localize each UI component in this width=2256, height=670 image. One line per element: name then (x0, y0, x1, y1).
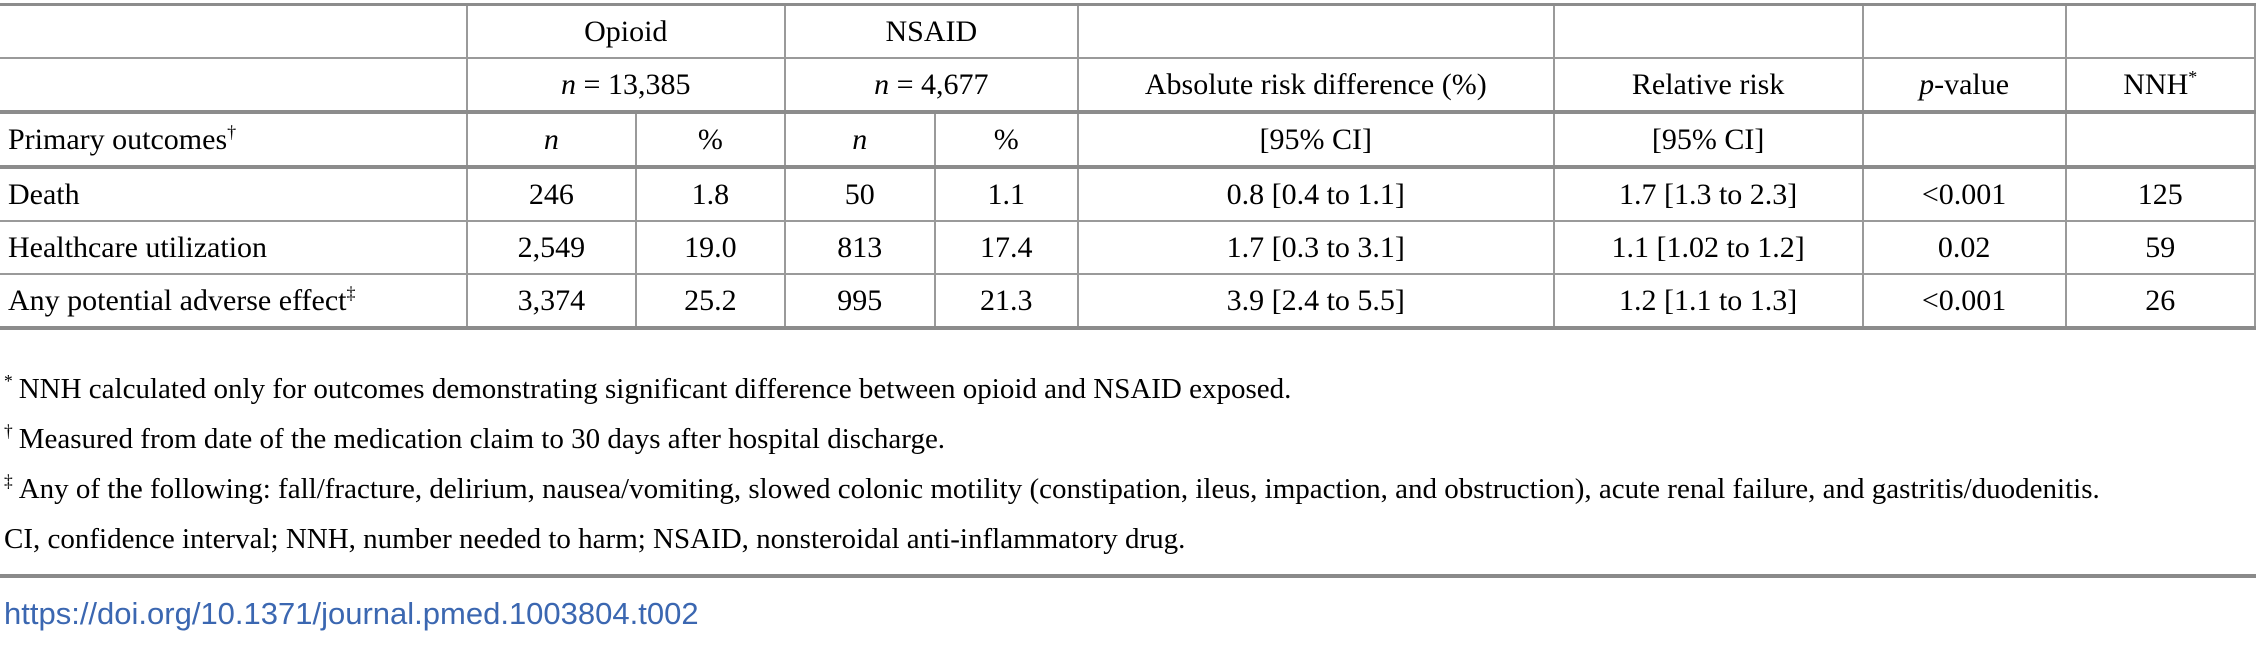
nnh-cell: 59 (2064, 220, 2256, 275)
footnote-marker: * (4, 371, 13, 392)
footnote-adverse-effects: ‡ Any of the following: fall/fracture, de… (4, 464, 2256, 514)
paper-table-figure: Opioid NSAID n = 13,385 n = 4,677 Absolu… (0, 3, 2256, 632)
n-symbol: n (874, 67, 890, 101)
opioid-n-cell: 3,374 (465, 273, 637, 330)
abs-risk-diff-cell: 1.7 [0.3 to 3.1] (1076, 220, 1555, 275)
table-row-death: Death 246 1.8 50 1.1 0.8 [0.4 to 1.1] 1.… (0, 166, 2256, 222)
opioid-n-cell: 2,549 (465, 220, 637, 275)
nsaid-n-value: = 4,677 (889, 67, 989, 101)
outcome-cell: Healthcare utilization (0, 220, 468, 275)
footnote-text: CI, confidence interval; NNH, number nee… (4, 523, 1186, 555)
opioid-sample-size: n = 13,385 (465, 57, 786, 114)
outcomes-table: Opioid NSAID n = 13,385 n = 4,677 Absolu… (0, 3, 2256, 330)
nnh-cell: 125 (2064, 166, 2256, 222)
footnote-text: NNH calculated only for outcomes demonst… (18, 373, 1292, 405)
nsaid-pct-cell: 21.3 (933, 273, 1079, 330)
footnotes-block: * NNH calculated only for outcomes demons… (0, 364, 2256, 564)
outcome-cell: Death (0, 166, 468, 222)
footnote-marker: ‡ (4, 471, 13, 492)
empty-cell (2064, 111, 2256, 169)
col-header-opioid-n: n (465, 111, 637, 169)
opioid-n-value: = 13,385 (576, 67, 691, 101)
col-header-opioid-pct: % (634, 111, 786, 169)
nsaid-n-cell: 995 (783, 273, 936, 330)
col-header-abs-ci: [95% CI] (1076, 111, 1555, 169)
nsaid-n-cell: 50 (783, 166, 936, 222)
outcome-cell: Any potential adverse effect‡ (0, 273, 468, 330)
opioid-pct-cell: 19.0 (634, 220, 786, 275)
primary-outcomes-footnote-marker: † (227, 121, 237, 142)
empty-cell (1552, 3, 1864, 59)
opioid-n-cell: 246 (465, 166, 637, 222)
table-row-healthcare-utilization: Healthcare utilization 2,549 19.0 813 17… (0, 220, 2256, 275)
relative-risk-cell: 1.2 [1.1 to 1.3] (1552, 273, 1864, 330)
col-header-nsaid-n: n (783, 111, 936, 169)
col-header-nsaid-pct: % (933, 111, 1079, 169)
empty-cell (0, 3, 468, 59)
p-value-cell: 0.02 (1861, 220, 2067, 275)
primary-outcomes-label: Primary outcomes (8, 122, 228, 156)
nnh-label: NNH (2123, 67, 2189, 101)
footnote-text: Any of the following: fall/fracture, del… (18, 473, 2100, 505)
outcome-label: Any potential adverse effect (8, 283, 347, 317)
empty-cell (1861, 3, 2067, 59)
col-header-relative-risk: Relative risk (1552, 57, 1864, 114)
outcome-label: Death (8, 177, 80, 211)
abs-risk-diff-cell: 3.9 [2.4 to 5.5] (1076, 273, 1555, 330)
header-row-counts: n = 13,385 n = 4,677 Absolute risk diffe… (0, 57, 2256, 114)
col-header-rel-ci: [95% CI] (1552, 111, 1864, 169)
p-value-rest: -value (1934, 67, 2010, 101)
nnh-footnote-marker: * (2188, 66, 2198, 87)
col-header-abs-risk-diff: Absolute risk difference (%) (1076, 57, 1555, 114)
footnote-text: Measured from date of the medication cla… (18, 423, 946, 455)
n-symbol: n (561, 67, 577, 101)
empty-cell (0, 57, 468, 114)
bottom-divider (0, 574, 2256, 578)
col-header-p-value: p-value (1861, 57, 2067, 114)
header-row-groups: Opioid NSAID (0, 3, 2256, 59)
empty-cell (2064, 3, 2256, 59)
outcome-footnote-marker: ‡ (346, 282, 356, 303)
relative-risk-cell: 1.7 [1.3 to 2.3] (1552, 166, 1864, 222)
p-value-cell: <0.001 (1861, 273, 2067, 330)
nsaid-sample-size: n = 4,677 (783, 57, 1079, 114)
outcome-label: Healthcare utilization (8, 230, 268, 264)
footnote-abbreviations: CI, confidence interval; NNH, number nee… (4, 514, 2256, 564)
opioid-pct-cell: 25.2 (634, 273, 786, 330)
nsaid-pct-cell: 1.1 (933, 166, 1079, 222)
p-symbol: p (1919, 67, 1935, 101)
footnote-nnh: * NNH calculated only for outcomes demons… (4, 364, 2256, 414)
nsaid-n-cell: 813 (783, 220, 936, 275)
nsaid-pct-cell: 17.4 (933, 220, 1079, 275)
relative-risk-cell: 1.1 [1.02 to 1.2] (1552, 220, 1864, 275)
doi-link[interactable]: https://doi.org/10.1371/journal.pmed.100… (4, 596, 699, 631)
empty-cell (1861, 111, 2067, 169)
empty-cell (1076, 3, 1555, 59)
footnote-marker: † (4, 421, 13, 442)
col-header-primary-outcomes: Primary outcomes† (0, 111, 468, 169)
opioid-pct-cell: 1.8 (634, 166, 786, 222)
header-row-subcolumns: Primary outcomes† n % n % [95% CI] [95% … (0, 111, 2256, 169)
col-group-nsaid: NSAID (783, 3, 1079, 59)
table-row-any-adverse-effect: Any potential adverse effect‡ 3,374 25.2… (0, 273, 2256, 330)
abs-risk-diff-cell: 0.8 [0.4 to 1.1] (1076, 166, 1555, 222)
p-value-cell: <0.001 (1861, 166, 2067, 222)
col-header-nnh: NNH* (2064, 57, 2256, 114)
nnh-cell: 26 (2064, 273, 2256, 330)
footnote-measured: † Measured from date of the medication cl… (4, 414, 2256, 464)
col-group-opioid: Opioid (465, 3, 786, 59)
